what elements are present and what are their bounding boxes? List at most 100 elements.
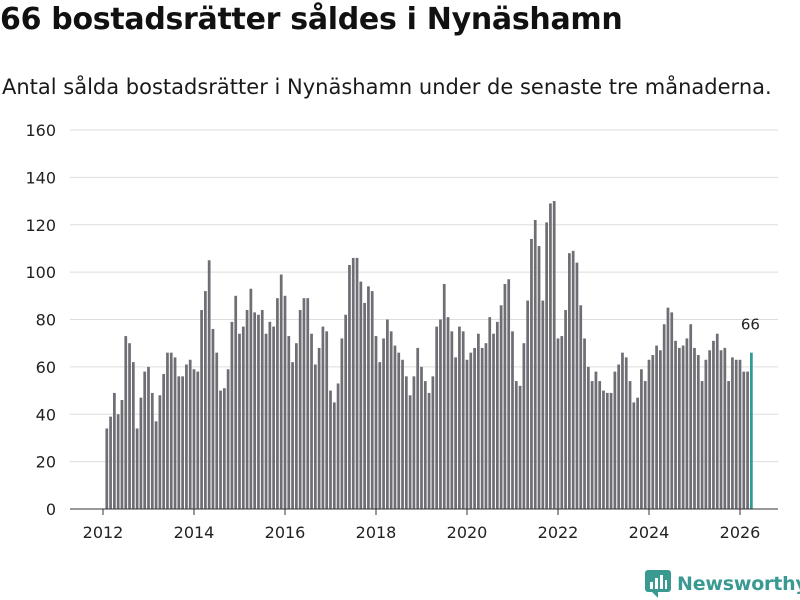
bar (397, 352, 401, 509)
bar (602, 390, 605, 509)
bar (746, 371, 749, 509)
bar (245, 310, 249, 509)
bar (549, 203, 552, 509)
bar (306, 298, 310, 509)
bar (727, 381, 730, 509)
bar (477, 333, 480, 509)
bar (355, 257, 359, 509)
bar (147, 366, 150, 510)
bar (458, 326, 461, 509)
bar (162, 373, 166, 509)
bar (495, 321, 499, 509)
brand-name: Newsworthy (677, 573, 800, 595)
bar (408, 395, 412, 509)
bar (469, 352, 473, 509)
bar (674, 340, 677, 509)
bar (283, 295, 287, 509)
bar (480, 347, 484, 509)
bar (253, 312, 257, 509)
x-tick-label: 2020 (447, 523, 488, 542)
bar (370, 291, 374, 509)
bar (651, 355, 655, 509)
y-tick-label: 20 (36, 453, 56, 472)
bar (575, 262, 579, 509)
bar (158, 395, 162, 509)
bar (298, 310, 302, 509)
bar (302, 298, 306, 509)
bar (750, 352, 753, 509)
bar (742, 371, 746, 509)
bar (393, 345, 397, 509)
bar (465, 359, 469, 509)
bar (689, 324, 693, 509)
brand-logo: Newsworthy (645, 568, 800, 600)
x-tick-label: 2022 (538, 523, 579, 542)
bar (446, 317, 450, 509)
bar (719, 350, 723, 509)
bar (552, 201, 556, 509)
bar (131, 362, 135, 509)
bar (488, 317, 492, 509)
x-tick-label: 2024 (629, 523, 670, 542)
bar (439, 319, 442, 509)
bar (154, 421, 158, 509)
y-tick-label: 140 (25, 168, 56, 187)
bar (139, 397, 143, 509)
bar (677, 347, 681, 509)
bar (734, 359, 738, 509)
y-tick-label: 160 (25, 121, 56, 140)
bar (586, 366, 590, 510)
bar (530, 238, 533, 509)
bar (105, 428, 109, 509)
bar (143, 371, 147, 509)
bar (215, 352, 219, 509)
bar (442, 283, 446, 509)
bar (427, 392, 431, 509)
bar (541, 300, 545, 509)
bar (700, 381, 704, 509)
bar (169, 352, 173, 509)
bar (628, 381, 632, 509)
chart-subtitle: Antal sålda bostadsrätter i Nynäshamn un… (2, 75, 772, 99)
bar (590, 381, 594, 509)
bar (708, 350, 712, 509)
bar (166, 352, 169, 509)
bar (219, 390, 222, 509)
bar (613, 371, 617, 509)
bar (128, 343, 131, 509)
bar (659, 350, 662, 509)
bar (124, 336, 128, 509)
y-tick-label: 40 (36, 405, 56, 424)
bar (412, 376, 416, 509)
bar (272, 326, 275, 509)
bar (211, 328, 215, 509)
y-tick-label: 0 (46, 500, 56, 519)
bar (268, 321, 272, 509)
bar (173, 357, 177, 509)
bar (150, 392, 154, 509)
bar (647, 359, 651, 509)
bar (583, 338, 586, 509)
bar (461, 331, 465, 509)
y-tick-label: 120 (25, 216, 56, 235)
bar (279, 274, 283, 509)
newsworthy-logo-icon (645, 570, 671, 598)
bar (382, 338, 385, 509)
bar (241, 326, 245, 509)
bar (317, 347, 321, 509)
bar (340, 338, 344, 509)
bar (291, 362, 294, 509)
bar (420, 366, 423, 510)
bar (204, 291, 207, 509)
bar (181, 376, 184, 509)
bar (681, 345, 685, 509)
x-tick-label: 2014 (174, 523, 215, 542)
bar (545, 222, 548, 509)
bar (693, 347, 696, 509)
bar (185, 364, 188, 509)
bar (116, 414, 120, 509)
bar (196, 371, 200, 509)
bar (450, 331, 454, 509)
bar (344, 314, 348, 509)
